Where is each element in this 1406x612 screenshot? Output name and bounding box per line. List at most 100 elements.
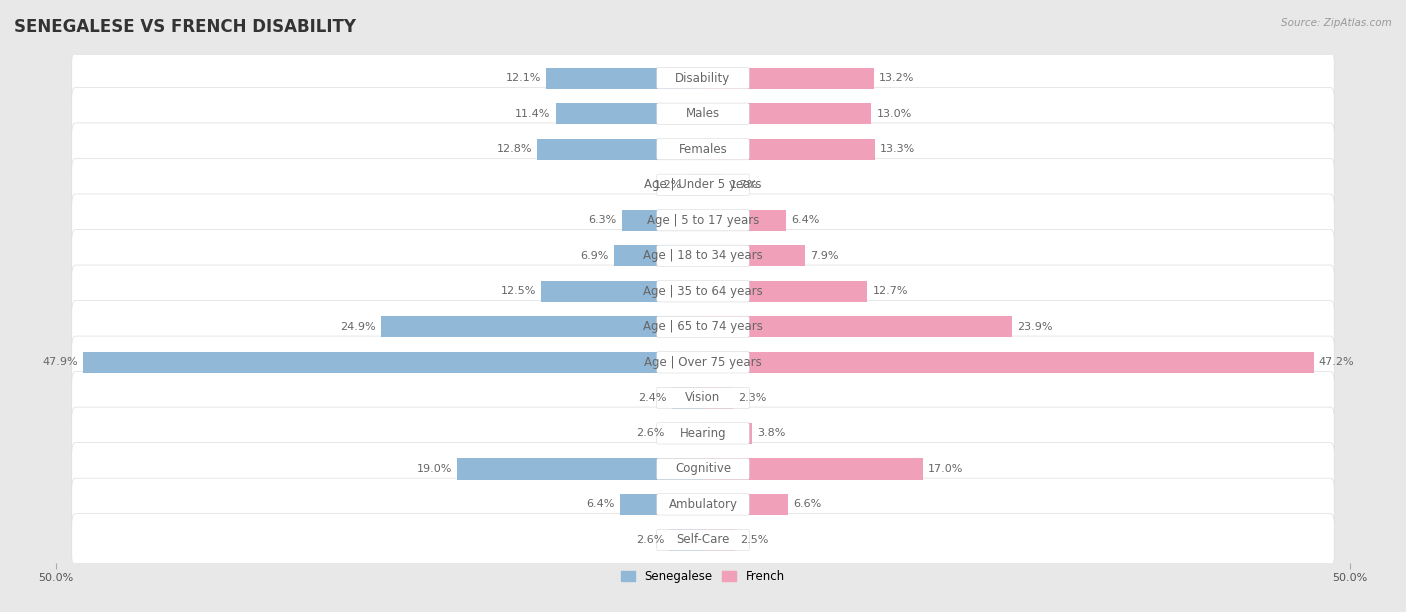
Text: 2.6%: 2.6%: [636, 428, 664, 438]
Bar: [703, 529, 735, 551]
FancyBboxPatch shape: [657, 458, 749, 480]
FancyBboxPatch shape: [657, 387, 749, 409]
Legend: Senegalese, French: Senegalese, French: [616, 565, 790, 588]
Bar: [457, 458, 703, 480]
Bar: [703, 209, 786, 231]
Text: 2.5%: 2.5%: [741, 535, 769, 545]
Text: Females: Females: [679, 143, 727, 155]
Bar: [703, 494, 789, 515]
Bar: [614, 245, 703, 266]
Text: 17.0%: 17.0%: [928, 464, 963, 474]
Text: Age | 65 to 74 years: Age | 65 to 74 years: [643, 320, 763, 334]
FancyBboxPatch shape: [72, 265, 1334, 318]
Text: Age | 35 to 64 years: Age | 35 to 64 years: [643, 285, 763, 298]
FancyBboxPatch shape: [657, 316, 749, 337]
FancyBboxPatch shape: [657, 352, 749, 373]
Text: 3.8%: 3.8%: [758, 428, 786, 438]
Bar: [703, 67, 873, 89]
FancyBboxPatch shape: [657, 494, 749, 515]
FancyBboxPatch shape: [72, 371, 1334, 424]
Bar: [541, 281, 703, 302]
Text: Self-Care: Self-Care: [676, 534, 730, 547]
Text: 11.4%: 11.4%: [515, 109, 550, 119]
Text: 24.9%: 24.9%: [340, 322, 375, 332]
Bar: [703, 281, 868, 302]
Bar: [703, 138, 875, 160]
Text: 6.4%: 6.4%: [792, 215, 820, 225]
Bar: [703, 174, 725, 195]
Bar: [381, 316, 703, 337]
Text: Hearing: Hearing: [679, 427, 727, 440]
Text: 13.2%: 13.2%: [879, 73, 914, 83]
Text: Age | 18 to 34 years: Age | 18 to 34 years: [643, 249, 763, 263]
Text: 6.6%: 6.6%: [793, 499, 821, 509]
FancyBboxPatch shape: [657, 209, 749, 231]
Text: Cognitive: Cognitive: [675, 463, 731, 476]
Text: 1.2%: 1.2%: [654, 180, 682, 190]
Text: Age | Under 5 years: Age | Under 5 years: [644, 178, 762, 191]
Text: 12.5%: 12.5%: [501, 286, 536, 296]
FancyBboxPatch shape: [72, 407, 1334, 460]
Text: 12.1%: 12.1%: [506, 73, 541, 83]
FancyBboxPatch shape: [657, 174, 749, 195]
Text: 47.2%: 47.2%: [1319, 357, 1354, 367]
Text: 47.9%: 47.9%: [42, 357, 79, 367]
Bar: [703, 245, 806, 266]
FancyBboxPatch shape: [72, 513, 1334, 566]
FancyBboxPatch shape: [657, 423, 749, 444]
FancyBboxPatch shape: [657, 67, 749, 89]
FancyBboxPatch shape: [72, 159, 1334, 211]
FancyBboxPatch shape: [657, 103, 749, 124]
Text: 19.0%: 19.0%: [416, 464, 453, 474]
Text: 12.8%: 12.8%: [496, 144, 533, 154]
Bar: [669, 529, 703, 551]
Text: 2.4%: 2.4%: [638, 393, 666, 403]
Text: Disability: Disability: [675, 72, 731, 84]
Bar: [555, 103, 703, 124]
Bar: [703, 316, 1012, 337]
FancyBboxPatch shape: [72, 442, 1334, 495]
FancyBboxPatch shape: [72, 52, 1334, 105]
FancyBboxPatch shape: [72, 194, 1334, 247]
Bar: [537, 138, 703, 160]
Bar: [703, 352, 1313, 373]
FancyBboxPatch shape: [657, 281, 749, 302]
Bar: [83, 352, 703, 373]
Text: 12.7%: 12.7%: [873, 286, 908, 296]
Bar: [620, 494, 703, 515]
Text: Ambulatory: Ambulatory: [668, 498, 738, 511]
Text: Males: Males: [686, 107, 720, 120]
Text: 13.0%: 13.0%: [876, 109, 911, 119]
FancyBboxPatch shape: [72, 123, 1334, 176]
FancyBboxPatch shape: [657, 529, 749, 551]
Text: 6.3%: 6.3%: [588, 215, 616, 225]
FancyBboxPatch shape: [72, 336, 1334, 389]
Text: 23.9%: 23.9%: [1018, 322, 1053, 332]
Bar: [703, 458, 922, 480]
Text: Vision: Vision: [685, 391, 721, 405]
Text: 2.3%: 2.3%: [738, 393, 766, 403]
Bar: [672, 387, 703, 409]
Bar: [688, 174, 703, 195]
FancyBboxPatch shape: [72, 478, 1334, 531]
Bar: [703, 387, 733, 409]
Text: SENEGALESE VS FRENCH DISABILITY: SENEGALESE VS FRENCH DISABILITY: [14, 18, 356, 36]
Text: 7.9%: 7.9%: [810, 251, 839, 261]
Text: Source: ZipAtlas.com: Source: ZipAtlas.com: [1281, 18, 1392, 28]
Text: 2.6%: 2.6%: [636, 535, 664, 545]
Text: 6.4%: 6.4%: [586, 499, 614, 509]
FancyBboxPatch shape: [72, 230, 1334, 282]
FancyBboxPatch shape: [72, 300, 1334, 353]
Bar: [621, 209, 703, 231]
Bar: [669, 423, 703, 444]
Bar: [703, 423, 752, 444]
FancyBboxPatch shape: [72, 88, 1334, 140]
FancyBboxPatch shape: [657, 138, 749, 160]
Bar: [703, 103, 872, 124]
Text: 6.9%: 6.9%: [581, 251, 609, 261]
FancyBboxPatch shape: [657, 245, 749, 266]
Bar: [547, 67, 703, 89]
Text: 13.3%: 13.3%: [880, 144, 915, 154]
Text: Age | 5 to 17 years: Age | 5 to 17 years: [647, 214, 759, 227]
Text: Age | Over 75 years: Age | Over 75 years: [644, 356, 762, 369]
